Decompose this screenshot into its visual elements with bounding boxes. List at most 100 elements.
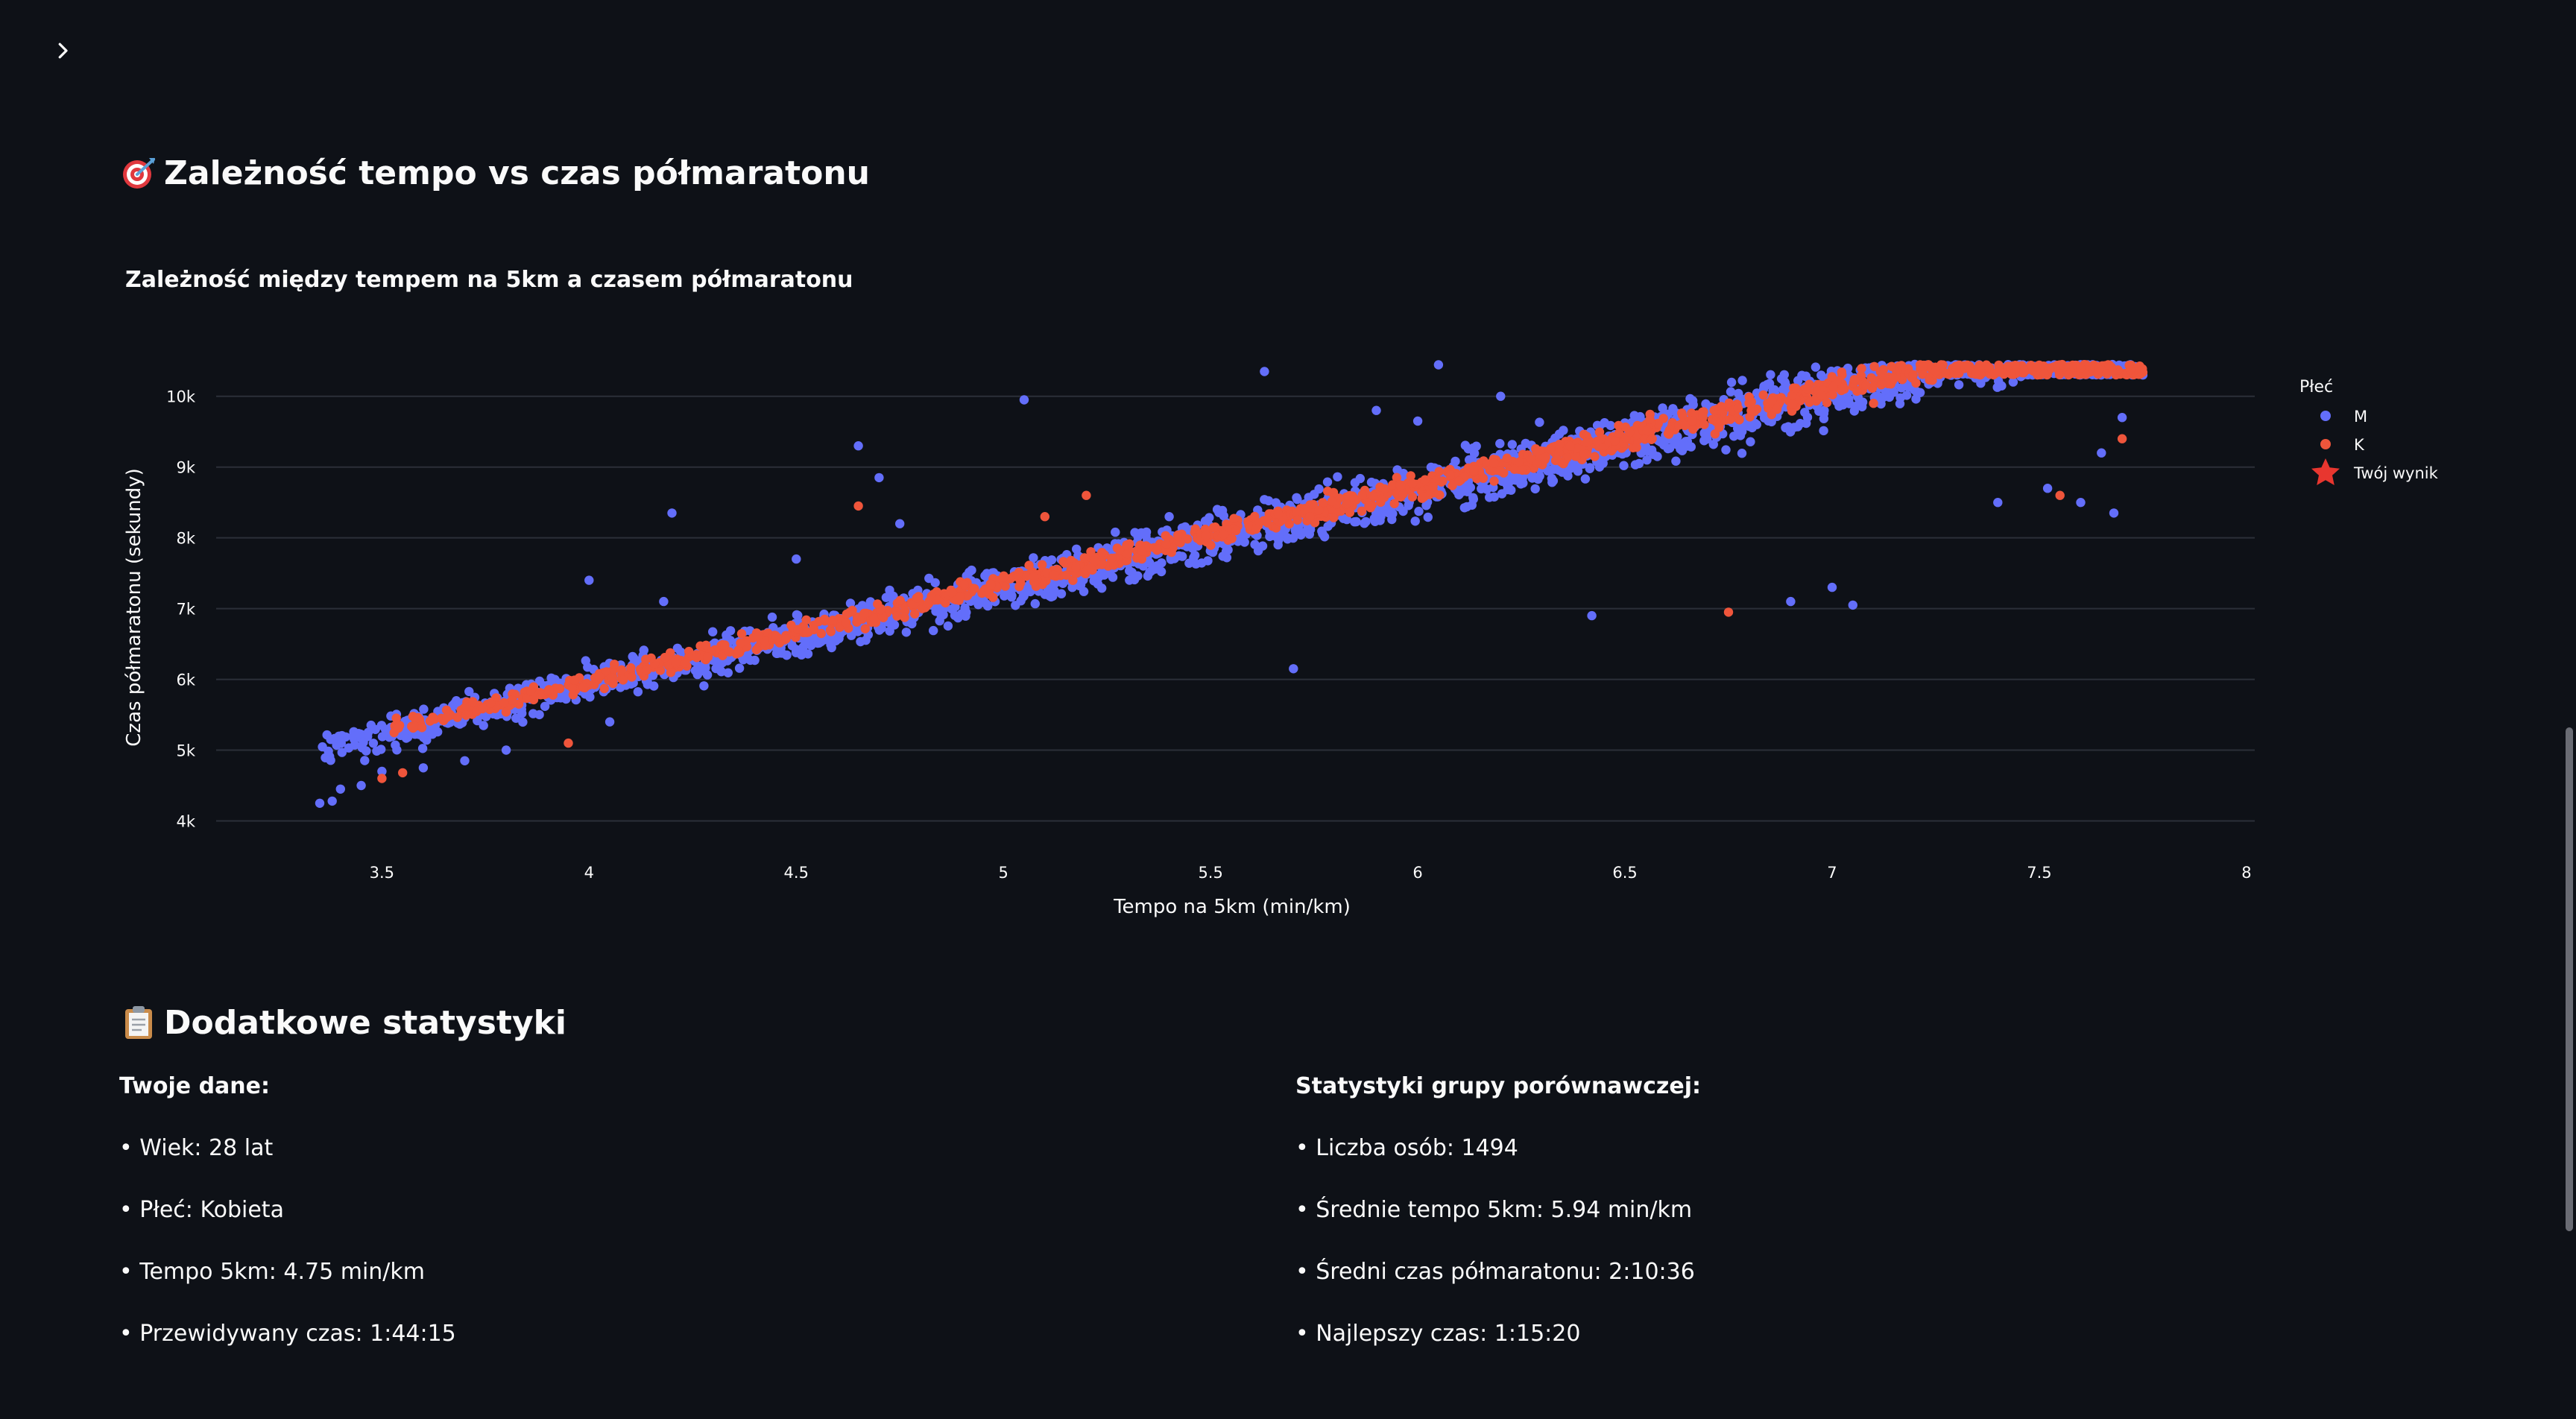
scatter-point-k	[1244, 520, 1254, 531]
scatter-point-m	[1913, 387, 1922, 397]
scatter-point-m	[1767, 417, 1776, 427]
scatter-point-k	[1292, 508, 1301, 518]
scatter-point-k	[627, 672, 637, 682]
scatter-point-m	[1726, 387, 1736, 396]
scatter-point-k	[1201, 531, 1211, 540]
scatter-point-m	[1273, 540, 1283, 550]
scatter-point-k	[1049, 570, 1059, 580]
scatter-point-m	[1527, 471, 1538, 481]
scatter-point-m	[1658, 403, 1667, 413]
scatter-point-k	[733, 645, 743, 655]
scatter-point-m	[633, 687, 643, 697]
legend-item-your-result[interactable]: Twój wynik	[2311, 458, 2439, 485]
scatter-point-m	[793, 610, 803, 620]
scatter-point-k	[1079, 553, 1090, 563]
scatter-point-m	[1350, 517, 1360, 527]
scatter-point-k	[1791, 383, 1801, 394]
scatter-point-m	[1688, 399, 1698, 410]
scatter-point-k	[1642, 426, 1652, 436]
scatter-point-k	[1887, 361, 1896, 371]
scatter-point-m	[772, 648, 783, 658]
scatter-point-m	[782, 651, 792, 660]
scatter-point-k	[567, 683, 577, 693]
scatter-point-k	[1582, 449, 1591, 459]
scatter-point-m	[1292, 493, 1301, 502]
scatter-point-k	[1014, 567, 1024, 578]
stat-group-avg-pace: • Średnie tempo 5km: 5.94 min/km	[1295, 1197, 1693, 1223]
scatter-point-m	[417, 744, 428, 753]
scatter-point-k	[394, 723, 403, 733]
scatter-point-k	[956, 592, 965, 601]
scatter-point-k	[1097, 548, 1107, 557]
scatter-point-k	[1489, 476, 1499, 486]
scatter-point-k	[1231, 525, 1241, 536]
scatter-point-k	[2055, 490, 2065, 500]
scatter-point-m	[2097, 448, 2106, 458]
scatter-point-k	[771, 631, 780, 640]
scatter-point-k	[508, 695, 517, 705]
scatter-point-k	[499, 698, 509, 708]
x-tick-label: 4.5	[784, 864, 809, 882]
scatter-point-k	[1152, 546, 1162, 555]
scatter-point-m	[1223, 545, 1233, 555]
scatter-point-m	[1410, 516, 1420, 526]
scatter-point-m	[672, 643, 683, 653]
scatter-point-k	[1849, 375, 1860, 385]
scatter-point-k	[1908, 370, 1918, 379]
scatter-point-m	[708, 627, 718, 636]
scatter-chart[interactable]: Zależność między tempem na 5km a czasem …	[119, 253, 2460, 939]
scatter-point-m	[702, 670, 713, 680]
legend-item-m[interactable]: M	[2320, 408, 2367, 426]
scatter-point-m	[1454, 490, 1464, 500]
scatter-point-m	[315, 798, 325, 808]
scatter-point-m	[584, 575, 594, 585]
scatter-point-m	[659, 596, 669, 607]
scatter-point-k	[1532, 458, 1542, 469]
scatter-point-k	[1931, 366, 1940, 376]
scatter-point-k	[1219, 529, 1228, 540]
scatter-point-k	[1767, 396, 1777, 405]
scatter-point-m	[511, 713, 521, 723]
page-scrollbar[interactable]	[2561, 0, 2576, 1419]
x-axis-label: Tempo na 5km (min/km)	[1113, 896, 1351, 918]
scatter-point-k	[671, 658, 681, 668]
scatter-point-k	[610, 660, 619, 669]
scatter-point-k	[1688, 424, 1698, 434]
scatter-point-m	[377, 766, 387, 777]
scatter-point-k	[1227, 534, 1237, 543]
scatter-point-m	[1288, 533, 1298, 543]
y-tick-label: 7k	[176, 601, 195, 619]
scatter-point-k	[986, 581, 996, 590]
scatter-point-m	[1187, 543, 1198, 553]
x-tick-label: 8	[2241, 864, 2251, 882]
scatter-point-m	[1671, 456, 1681, 466]
scatter-point-m	[1507, 440, 1518, 449]
scatter-point-m	[1503, 484, 1512, 495]
scatter-point-m	[667, 508, 677, 518]
scatter-point-m	[1058, 578, 1068, 588]
scatter-point-m	[962, 607, 971, 617]
scatter-point-m	[1884, 392, 1894, 402]
scatter-point-k	[859, 608, 869, 619]
page-scrollbar-thumb[interactable]	[2566, 727, 2573, 1231]
scatter-point-k	[720, 640, 730, 650]
scatter-point-k	[522, 693, 531, 704]
scatter-point-k	[1869, 361, 1879, 371]
scatter-point-k	[1086, 547, 1096, 557]
scatter-point-k	[873, 599, 883, 609]
sidebar-expand-button[interactable]	[45, 33, 80, 69]
scatter-point-k	[1123, 549, 1132, 559]
scatter-point-k	[616, 665, 627, 674]
scatter-point-k	[1828, 382, 1838, 391]
legend-item-k[interactable]: K	[2320, 436, 2365, 454]
scatter-point-k	[809, 625, 819, 635]
scatter-point-k	[2039, 369, 2049, 379]
scatter-point-k	[1896, 361, 1907, 370]
scatter-point-k	[1175, 538, 1185, 548]
scatter-point-k	[1357, 506, 1367, 516]
scatter-point-k	[1571, 452, 1582, 461]
scatter-point-m	[924, 573, 934, 584]
group-stats: Statystyki grupy porównawczej: • Liczba …	[1295, 1066, 2414, 1375]
scatter-point-k	[1787, 406, 1797, 416]
scatter-point-k	[2007, 370, 2016, 379]
